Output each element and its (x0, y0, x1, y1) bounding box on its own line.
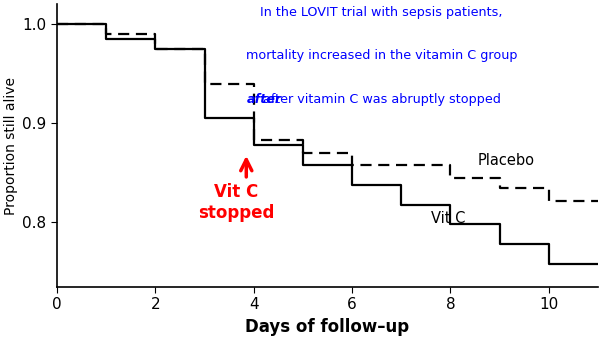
Text: In the LOVIT trial with sepsis patients,: In the LOVIT trial with sepsis patients, (260, 5, 503, 19)
Text: mortality increased in the vitamin C group: mortality increased in the vitamin C gro… (246, 49, 517, 63)
X-axis label: Days of follow–up: Days of follow–up (246, 318, 409, 336)
Text: after: after (246, 93, 282, 106)
Text: Vit C: Vit C (430, 211, 465, 226)
Text: Vit C
stopped: Vit C stopped (198, 183, 275, 222)
Text: after vitamin C was abruptly stopped: after vitamin C was abruptly stopped (262, 93, 500, 106)
Y-axis label: Proportion still alive: Proportion still alive (4, 76, 18, 215)
Text: Placebo: Placebo (477, 153, 535, 168)
